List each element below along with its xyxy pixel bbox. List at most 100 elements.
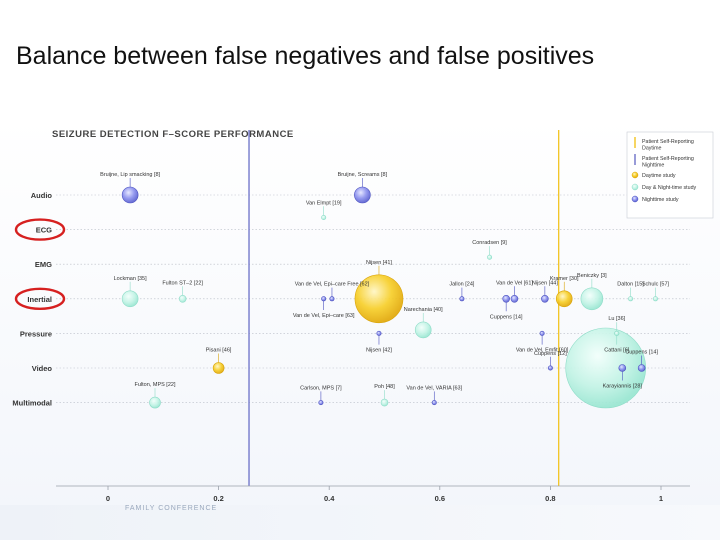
point-label-schulc-57: Schulc [57] [642, 282, 670, 288]
chart-background [0, 118, 720, 510]
point-cuppens-12 [547, 356, 553, 371]
point-label-karayiannis-28: Karayiannis [28] [603, 384, 643, 390]
point-karayiannis-28 [618, 364, 627, 381]
point-nijsen-44 [541, 286, 549, 303]
bubble-nijsen-42 [376, 330, 382, 336]
point-conradsen-9 [487, 246, 493, 260]
bubble-jallon-24 [459, 296, 465, 302]
point-label-van-elmpt-19: Van Elmpt [19] [306, 200, 342, 206]
point-label-cuppens-14: Cuppens [14] [490, 314, 523, 320]
point-van-de-vel-epi-care-free-62 [329, 287, 335, 302]
legend-entry-daytime-study: Daytime study [631, 171, 676, 179]
point-label-van-de-vel-61: Van de Vel [61] [496, 280, 533, 286]
point-nijsen-42 [376, 330, 382, 345]
bubble-pisani-46 [212, 362, 225, 374]
legend-label-patient-self-reporting-daytime-0: Patient Self-Reporting [642, 139, 694, 145]
category-labels: Audio ECG EMG Inertial Pressure Video Multimod… [12, 191, 52, 408]
point-label-poh-48: Poh [48] [374, 384, 395, 390]
bubble-bruijne-screams-8 [354, 186, 371, 204]
point-label-beniczky-3: Beniczky [3] [577, 273, 607, 279]
bubble-lockman-35 [121, 290, 139, 308]
point-beniczky-3 [580, 278, 604, 311]
point-cuppens-14 [637, 355, 646, 372]
point-label-lockman-35: Lockman [35] [114, 276, 147, 282]
point-label-bruijne-lip-smacking-8: Bruijne, Lip smacking [8] [100, 172, 160, 178]
point-carlson-mps-7 [318, 391, 324, 406]
legend-label-patient-self-reporting-nighttime-0: Patient Self-Reporting [642, 156, 694, 162]
legend-label-day-night-time-study-0: Day & Night-time study [642, 185, 697, 191]
point-label-fulton-st-2-22: Fulton ST–2 [22] [162, 280, 203, 286]
bubble-karayiannis-28 [618, 364, 627, 372]
legend-label-nighttime-study-0: Nighttime study [642, 197, 679, 203]
point-narechania-40 [414, 312, 432, 339]
point-label-jallon-24: Jallon [24] [449, 282, 475, 288]
bubble-fulton-mps-22 [149, 396, 161, 409]
point-label-fulton-mps-22: Fulton, MPS [22] [135, 382, 176, 388]
point-bruijne-screams-8 [354, 178, 371, 204]
x-tick-label-0-4: 0.4 [324, 494, 335, 503]
point-van-de-vel-61 [510, 286, 519, 303]
bubble-kramer-30 [555, 290, 573, 308]
slide-title: Balance between false negatives and fals… [16, 42, 595, 70]
point-poh-48 [380, 390, 389, 407]
x-axis: 0 0.2 0.4 0.6 0.8 1 [56, 485, 690, 503]
legend-label-patient-self-reporting-nighttime-1: Nighttime [642, 163, 664, 169]
point-van-de-vel-epi-care-63 [321, 296, 327, 310]
legend-box [626, 131, 714, 219]
bubble-narechania-40 [414, 321, 432, 339]
bubble-van-de-vel-epi-care-63 [321, 296, 327, 302]
point-label-nijsen-42: Nijsen [42] [366, 348, 392, 354]
point-dalton-15 [628, 287, 634, 302]
point-schulc-57 [652, 287, 658, 302]
point-label-bruijne-screams-8: Bruijne, Screams [8] [338, 172, 388, 178]
point-fulton-mps-22 [149, 388, 161, 409]
bubble-cattani-6 [614, 330, 620, 336]
chart-title: SEIZURE DETECTION F–SCORE PERFORMANCE [52, 129, 294, 140]
x-tick-label-0-8: 0.8 [545, 494, 555, 503]
point-label-van-de-vel-emfit-60: Van de Vel, Emfit [60] [516, 348, 569, 354]
point-label-nijsen-41: Nijsen [41] [366, 260, 392, 266]
point-cattani-6 [614, 330, 620, 345]
x-tick-label-1: 1 [659, 494, 663, 503]
highlight-ring-inertial [14, 287, 66, 311]
point-van-de-vel-varia-63 [431, 391, 437, 406]
category-gridlines [56, 194, 690, 403]
x-tick-label-0-2: 0.2 [213, 494, 223, 503]
legend-dot-nighttime-study [631, 195, 639, 203]
bubble-bruijne-lip-smacking-8 [121, 186, 139, 204]
point-large-day-night-time-study [565, 327, 647, 409]
point-label-narechania-40: Narechania [40] [404, 307, 443, 313]
highlight-ring-ecg [14, 218, 66, 241]
point-label-dalton-15: Dalton [15] [617, 282, 644, 288]
legend-dot-daytime-study [631, 171, 639, 179]
bubble-cuppens-12 [547, 365, 553, 371]
legend-entry-day-night-time-study: Day & Night-time study [631, 183, 697, 191]
point-cuppens-14 [502, 295, 510, 312]
point-pisani-46 [212, 353, 225, 374]
footer-band [0, 505, 720, 540]
bubble-poh-48 [380, 398, 389, 407]
point-label-nijsen-44: Nijsen [44] [532, 280, 558, 286]
bubble-fulton-st-2-22 [178, 295, 187, 303]
bubble-cuppens-14 [637, 364, 646, 372]
highlight-rings [14, 218, 66, 311]
threshold-lines [248, 130, 560, 486]
bubble-schulc-57 [652, 296, 658, 302]
legend-entry-nighttime-study: Nighttime study [631, 195, 679, 203]
seizure-fscore-chart: SEIZURE DETECTION F–SCORE PERFORMANCE Au… [0, 118, 720, 510]
bubble-van-elmpt-19 [321, 214, 327, 220]
bubble-carlson-mps-7 [318, 400, 324, 406]
point-label-conradsen-9: Conradsen [9] [472, 240, 507, 246]
point-lockman-35 [121, 281, 139, 308]
point-label-van-de-vel-epi-care-63: Van de Vel, Epi–care [63] [293, 313, 355, 319]
bubble-large-day-night-time-study [565, 327, 647, 409]
point-label-cattani-6: Cattani [6] [604, 348, 630, 354]
category-label-audio: Audio [31, 191, 53, 200]
point-label-kramer-30: Kramer [30] [550, 276, 579, 282]
legend-dot-day-night-time-study [631, 183, 639, 191]
point-label-pisani-46: Pisani [46] [206, 348, 232, 354]
point-van-de-vel-emfit-60 [539, 330, 545, 345]
bubble-van-de-vel-epi-care-free-62 [329, 296, 335, 302]
